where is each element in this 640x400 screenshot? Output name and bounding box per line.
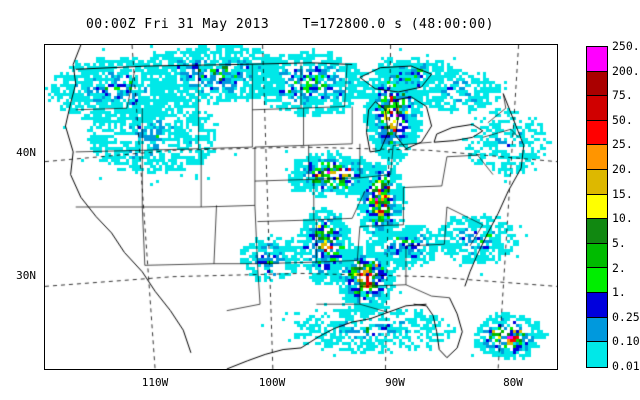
colorbar-tick-2: 75.: [612, 88, 633, 103]
precipitation-map-canvas: [45, 45, 557, 369]
map-plot-area: [44, 44, 558, 370]
colorbar-tick-6: 15.: [612, 186, 633, 201]
colorbar-band-5: [587, 170, 607, 195]
x-axis-tick-110w: 110W: [141, 376, 169, 389]
colorbar: [586, 46, 608, 368]
page-title: 00:00Z Fri 31 May 2013 T=172800.0 s (48:…: [85, 17, 494, 32]
colorbar-tick-0: 250.: [612, 39, 640, 53]
colorbar-tick-1: 200.: [612, 63, 640, 78]
colorbar-tick-12: 0.10: [612, 334, 640, 349]
colorbar-tick-13: 0.01: [612, 359, 640, 373]
colorbar-tick-7: 10.: [612, 211, 633, 226]
colorbar-tick-5: 20.: [612, 162, 633, 177]
x-axis-tick-80w: 80W: [503, 376, 523, 389]
colorbar-band-0: [587, 47, 607, 72]
colorbar-tick-11: 0.25: [612, 309, 640, 324]
colorbar-tick-9: 2.: [612, 260, 626, 275]
colorbar-band-12: [587, 342, 607, 367]
y-axis-tick-40n: 40N: [16, 146, 36, 159]
colorbar-band-7: [587, 219, 607, 244]
colorbar-band-11: [587, 317, 607, 343]
colorbar-tick-3: 50.: [612, 112, 633, 127]
colorbar-band-10: [587, 293, 607, 318]
colorbar-tick-10: 1.: [612, 285, 626, 300]
colorbar-band-3: [587, 120, 607, 146]
colorbar-tick-8: 5.: [612, 235, 626, 250]
x-axis-tick-90w: 90W: [385, 376, 405, 389]
colorbar-band-6: [587, 194, 607, 220]
colorbar-band-9: [587, 268, 607, 294]
colorbar-band-4: [587, 145, 607, 171]
x-axis-tick-100w: 100W: [258, 376, 286, 389]
colorbar-band-2: [587, 96, 607, 121]
colorbar-tick-4: 25.: [612, 137, 633, 152]
colorbar-band-1: [587, 71, 607, 97]
colorbar-band-8: [587, 243, 607, 269]
y-axis-tick-30n: 30N: [16, 269, 36, 282]
